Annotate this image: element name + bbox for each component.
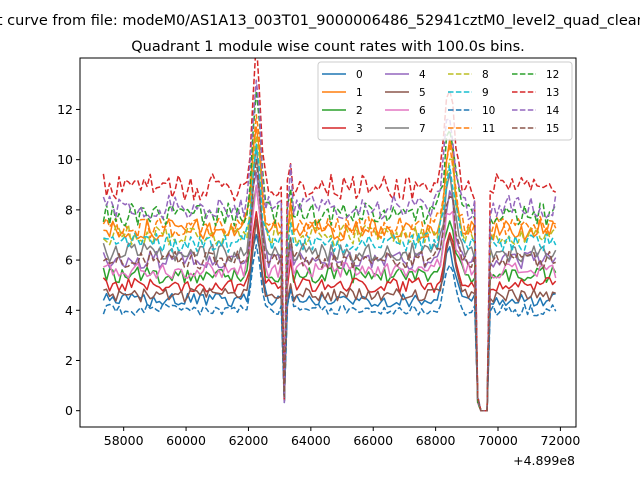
figure-suptitle: Light curve from file: modeM0/AS1A13_003…: [0, 13, 640, 29]
x-tick-label: 68000: [416, 433, 456, 448]
legend-label-15: 15: [546, 123, 559, 135]
x-tick-label: 58000: [104, 433, 144, 448]
x-axis-offset-label: +4.899e8: [513, 453, 575, 468]
legend-label-10: 10: [482, 105, 495, 117]
legend-label-11: 11: [482, 123, 495, 135]
legend-label-7: 7: [419, 123, 426, 135]
legend-label-0: 0: [356, 69, 363, 81]
y-tick-label: 12: [57, 102, 73, 117]
y-tick-label: 0: [65, 403, 73, 418]
y-tick-label: 8: [65, 202, 73, 217]
legend-label-12: 12: [546, 69, 559, 81]
y-tick-label: 4: [65, 303, 73, 318]
axes-frame: [79, 57, 577, 428]
series-line-14: [102, 79, 557, 412]
legend-box: [317, 61, 573, 141]
y-tick-label: 6: [65, 253, 73, 268]
chart-title: Quadrant 1 module wise count rates with …: [131, 39, 525, 55]
x-tick-label: 66000: [353, 433, 393, 448]
x-tick-label: 62000: [229, 433, 269, 448]
legend-label-1: 1: [356, 87, 363, 99]
x-tick-label: 70000: [478, 433, 518, 448]
y-tick-label: 2: [65, 353, 73, 368]
x-axis: 58000 60000 62000 64000 66000 68000 70000 72000: [104, 427, 581, 448]
legend-label-4: 4: [419, 69, 426, 81]
legend-label-6: 6: [419, 105, 426, 117]
x-tick-label: 60000: [166, 433, 206, 448]
legend-label-5: 5: [419, 87, 426, 99]
series-line-15: [102, 158, 556, 412]
x-tick-label: 64000: [291, 433, 331, 448]
legend-label-3: 3: [356, 123, 363, 135]
y-tick-label: 10: [57, 152, 73, 167]
series-layer: [102, 58, 557, 412]
series-line-9: [103, 143, 557, 412]
legend-label-2: 2: [356, 105, 363, 117]
y-axis: 0 2 4 6 8 10 12: [57, 102, 80, 418]
legend-label-8: 8: [482, 69, 489, 81]
legend-label-14: 14: [546, 105, 560, 117]
legend-label-13: 13: [546, 87, 559, 99]
x-tick-label: 72000: [541, 433, 581, 448]
legend-label-9: 9: [482, 87, 489, 99]
